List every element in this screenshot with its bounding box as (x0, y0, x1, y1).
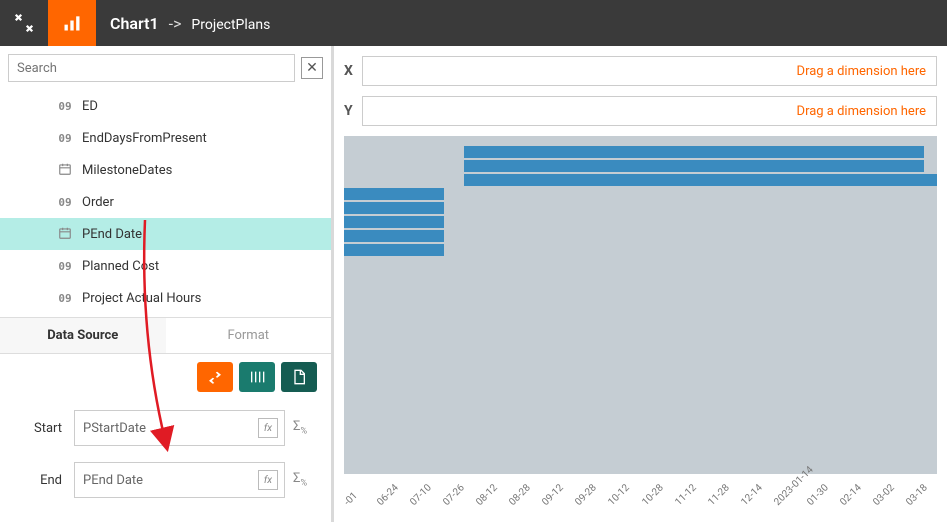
gantt-bar[interactable] (344, 230, 444, 242)
app-header: Chart1 -> ProjectPlans (0, 0, 947, 46)
search-clear-icon[interactable]: ✕ (301, 57, 323, 79)
tab-data-source[interactable]: Data Source (0, 318, 166, 353)
x-axis-label: X (344, 63, 362, 79)
x-tick-label: 11-12 (673, 482, 699, 508)
x-tick-label: 01-30 (805, 482, 831, 508)
chart-name: Chart1 (110, 14, 159, 33)
y-drop-zone[interactable]: Drag a dimension here (362, 96, 937, 126)
x-tick-label: 11-28 (706, 482, 732, 508)
x-tick-label: 03-18 (904, 482, 930, 508)
x-tick-label: 07-26 (441, 482, 467, 508)
field-label: EndDaysFromPresent (82, 131, 207, 146)
start-field[interactable]: PStartDate fx (74, 410, 285, 446)
gantt-bar[interactable] (464, 160, 924, 172)
gantt-bar[interactable] (344, 188, 444, 200)
gantt-bar[interactable] (464, 146, 924, 158)
field-item[interactable]: 09 Planned Cost (0, 250, 331, 282)
field-label: Project Actual Hours (82, 291, 201, 306)
x-tick-label: -01 (344, 490, 360, 508)
chart-panel: X Drag a dimension here Y Drag a dimensi… (334, 46, 947, 522)
field-label: Order (82, 195, 114, 210)
number-icon: 09 (56, 292, 74, 305)
tab-format[interactable]: Format (166, 318, 332, 353)
number-icon: 09 (56, 196, 74, 209)
start-value: PStartDate (83, 421, 146, 436)
swap-axes-button[interactable] (197, 362, 233, 392)
x-tick-label: 02-14 (838, 482, 864, 508)
field-item[interactable]: 09 Order (0, 186, 331, 218)
end-field[interactable]: PEnd Date fx (74, 462, 285, 498)
x-tick-label: 06-24 (375, 482, 401, 508)
settings-button-1[interactable] (239, 362, 275, 392)
end-value: PEnd Date (83, 473, 143, 488)
search-input[interactable] (8, 54, 295, 82)
gantt-bar[interactable] (344, 216, 444, 228)
gantt-bar[interactable] (344, 202, 444, 214)
breadcrumb-arrow: -> (169, 14, 182, 33)
field-item[interactable]: MilestoneDates (0, 154, 331, 186)
gantt-chart[interactable]: -01 06-24 07-10 07-26 08-12 08-28 09-12 09-28 10… (344, 136, 937, 522)
field-item[interactable]: Project Completion Date (0, 314, 331, 317)
source-name: ProjectPlans (191, 17, 270, 33)
start-sigma-icon[interactable]: Σ% (293, 419, 317, 437)
field-label: MilestoneDates (82, 163, 172, 178)
field-item[interactable]: 09 ED (0, 90, 331, 122)
x-tick-label: 12-14 (739, 482, 765, 508)
calendar-icon (56, 226, 74, 243)
app-logo-icon[interactable] (0, 0, 48, 46)
start-fx-icon[interactable]: fx (258, 418, 278, 438)
field-item[interactable]: 09 EndDaysFromPresent (0, 122, 331, 154)
x-tick-label: 08-12 (474, 482, 500, 508)
number-icon: 09 (56, 260, 74, 273)
left-sidebar: ✕ 09 ED 09 EndDaysFromPresent MilestoneDates… (0, 46, 334, 522)
field-item[interactable]: PEnd Date (0, 218, 331, 250)
x-tick-label: 03-02 (871, 482, 897, 508)
gantt-bar[interactable] (344, 244, 444, 256)
end-fx-icon[interactable]: fx (258, 470, 278, 490)
field-label: ED (82, 99, 98, 114)
x-tick-label: 09-12 (541, 482, 567, 508)
number-icon: 09 (56, 132, 74, 145)
field-item[interactable]: 09 Project Actual Hours (0, 282, 331, 314)
chart-type-icon[interactable] (48, 0, 96, 46)
field-list[interactable]: 09 ED 09 EndDaysFromPresent MilestoneDates 09… (0, 90, 331, 317)
x-tick-label: 08-28 (507, 482, 533, 508)
y-axis-label: Y (344, 103, 362, 119)
gantt-bar[interactable] (464, 174, 937, 186)
start-label: Start (8, 421, 74, 436)
number-icon: 09 (56, 100, 74, 113)
field-label: Planned Cost (82, 259, 159, 274)
x-tick-label: 10-28 (640, 482, 666, 508)
end-sigma-icon[interactable]: Σ% (293, 471, 317, 489)
x-tick-label: 09-28 (574, 482, 600, 508)
chart-x-axis: -01 06-24 07-10 07-26 08-12 08-28 09-12 09-28 10… (344, 474, 937, 522)
field-label: PEnd Date (82, 227, 142, 242)
settings-button-2[interactable] (281, 362, 317, 392)
x-drop-zone[interactable]: Drag a dimension here (362, 56, 937, 86)
x-tick-label: 10-12 (607, 482, 633, 508)
end-label: End (8, 473, 74, 488)
data-source-panel: Start PStartDate fx Σ% End PEnd Date fx (0, 354, 331, 522)
page-title: Chart1 -> ProjectPlans (110, 14, 270, 33)
calendar-icon (56, 162, 74, 179)
x-tick-label: 07-10 (408, 482, 434, 508)
